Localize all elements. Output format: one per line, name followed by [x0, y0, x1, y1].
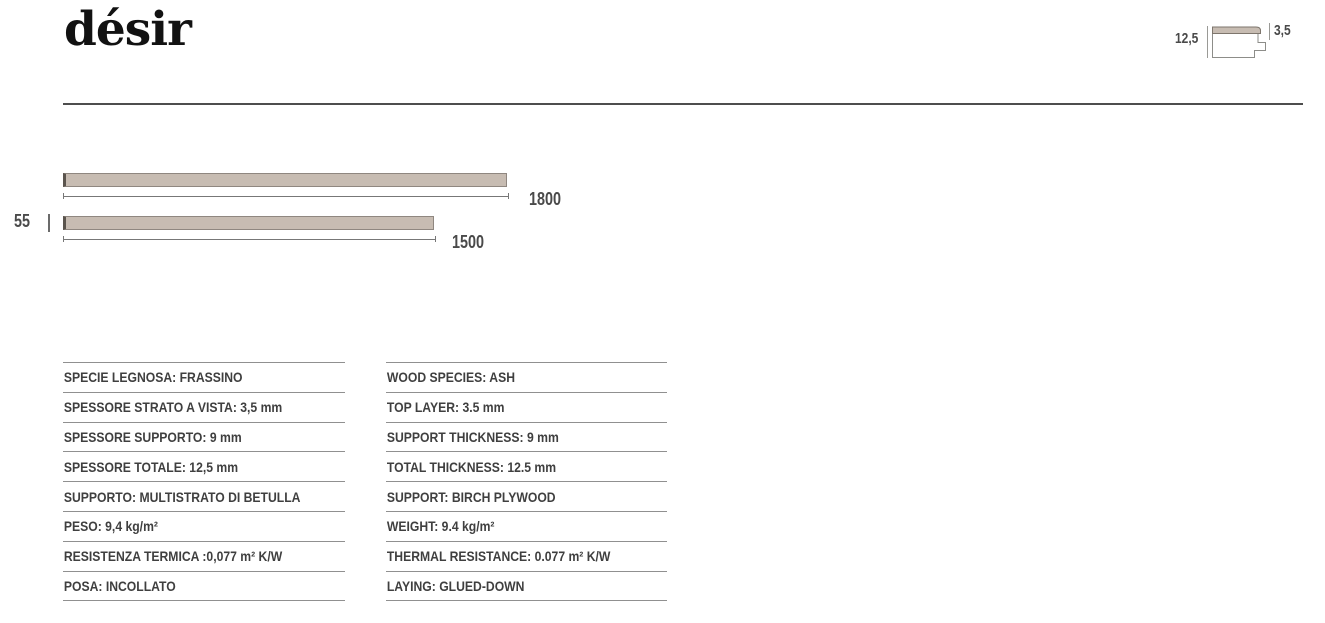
- spec-row: SPESSORE STRATO A VISTA: 3,5 mm: [63, 391, 345, 422]
- spec-row: TOTAL THICKNESS: 12.5 mm: [386, 451, 667, 481]
- spec-row: WEIGHT: 9.4 kg/m²: [386, 510, 667, 541]
- plank-width-label: 55: [14, 211, 31, 231]
- spec-text: WOOD SPECIES: ASH: [386, 369, 516, 386]
- spec-text: SUPPORT: BIRCH PLYWOOD: [386, 488, 556, 505]
- dimension-tick: [1269, 23, 1270, 40]
- spec-text: SPESSORE SUPPORTO: 9 mm: [63, 428, 242, 445]
- spec-text: PESO: 9,4 kg/m²: [63, 518, 158, 535]
- spec-row: RESISTENZA TERMICA :0,077 m² K/W: [63, 540, 345, 571]
- spec-text: TOTAL THICKNESS: 12.5 mm: [386, 458, 557, 475]
- spec-text: THERMAL RESISTANCE: 0.077 m² K/W: [386, 548, 611, 565]
- spec-row: SPECIE LEGNOSA: FRASSINO: [63, 362, 345, 392]
- spec-text: POSA: INCOLLATO: [63, 577, 176, 594]
- spec-text: TOP LAYER: 3.5 mm: [386, 399, 505, 416]
- spec-text: SUPPORT THICKNESS: 9 mm: [386, 428, 559, 445]
- plank-bar-1500: [63, 216, 434, 230]
- spec-row: WOOD SPECIES: ASH: [386, 362, 667, 392]
- plank-profile-drawing: [1212, 26, 1266, 58]
- spec-row: SUPPORT THICKNESS: 9 mm: [386, 421, 667, 452]
- dimension-tick: [1207, 26, 1208, 58]
- dimension-line: [63, 236, 436, 242]
- spec-row: SPESSORE TOTALE: 12,5 mm: [63, 451, 345, 481]
- dimension-tick: [48, 214, 50, 232]
- spec-text: SUPPORTO: MULTISTRATO DI BETULLA: [63, 488, 301, 505]
- spec-row: LAYING: GLUED-DOWN: [386, 570, 667, 601]
- spec-table-english: WOOD SPECIES: ASH TOP LAYER: 3.5 mm SUPP…: [386, 362, 667, 602]
- spec-row: THERMAL RESISTANCE: 0.077 m² K/W: [386, 540, 667, 571]
- spec-row: TOP LAYER: 3.5 mm: [386, 391, 667, 422]
- plank-length-label: 1800: [529, 189, 562, 209]
- plank-bar-1800: [63, 173, 507, 187]
- plank-length-label: 1500: [452, 232, 485, 252]
- spec-row: PESO: 9,4 kg/m²: [63, 510, 345, 541]
- brand-logo: désir: [64, 2, 192, 57]
- spec-text: WEIGHT: 9.4 kg/m²: [386, 518, 495, 535]
- spec-row: SUPPORT: BIRCH PLYWOOD: [386, 481, 667, 511]
- spec-row: POSA: INCOLLATO: [63, 570, 345, 601]
- spec-text: RESISTENZA TERMICA :0,077 m² K/W: [63, 548, 283, 565]
- spec-text: SPECIE LEGNOSA: FRASSINO: [63, 369, 243, 386]
- spec-text: SPESSORE TOTALE: 12,5 mm: [63, 458, 239, 475]
- total-thickness-label: 12,5: [1175, 30, 1199, 47]
- spec-text: LAYING: GLUED-DOWN: [386, 577, 525, 594]
- dimension-line: [63, 193, 509, 199]
- spec-row: SPESSORE SUPPORTO: 9 mm: [63, 421, 345, 452]
- spec-table-italian: SPECIE LEGNOSA: FRASSINO SPESSORE STRATO…: [63, 362, 345, 602]
- top-layer-label: 3,5: [1274, 22, 1291, 39]
- spec-text: SPESSORE STRATO A VISTA: 3,5 mm: [63, 399, 283, 416]
- header-divider: [63, 103, 1303, 105]
- spec-row: SUPPORTO: MULTISTRATO DI BETULLA: [63, 481, 345, 511]
